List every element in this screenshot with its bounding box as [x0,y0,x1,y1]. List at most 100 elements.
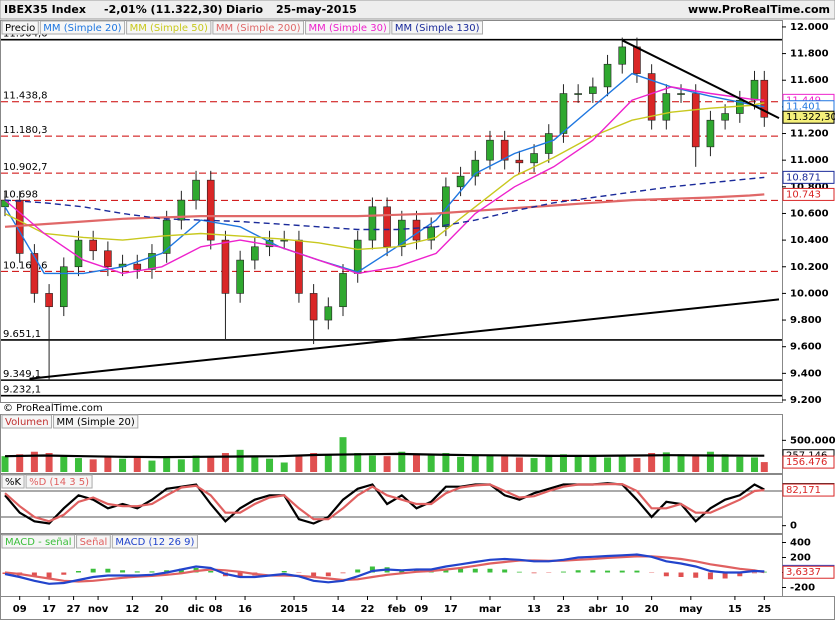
legend-box [1,474,25,489]
volume-bar [30,451,38,472]
y-tick-label: -200 [790,583,815,594]
candle-body [760,79,769,118]
y-tick-label: 10.400 [790,235,829,246]
volume-bar [177,459,185,472]
candle-body [133,263,142,270]
header-bar [0,0,835,20]
histogram-bar [311,572,317,577]
candle-body [750,79,759,101]
candle-body [706,119,715,148]
histogram-bar [369,566,375,573]
level-label: 9.651,1 [3,329,41,340]
candle-body [486,139,494,161]
value-tag-label: 82,171 [786,485,821,496]
volume-bar [295,455,303,472]
histogram-bar [575,570,581,573]
value-tag [782,565,835,579]
candle-body [662,93,671,121]
y-tick-label: 10.600 [790,208,829,219]
y-tick-label: 10.200 [790,262,829,273]
legend-box [212,20,305,35]
volume-bar [383,456,391,472]
legend-entry: MM (Simple 200) [216,23,301,34]
histogram-bar [531,572,537,574]
histogram-bar [31,572,37,577]
trendline [29,298,780,380]
legend-box [1,534,76,549]
y-tick-label: 9.400 [790,368,822,379]
x-tick-label: 10 [615,604,629,615]
candle-body [339,273,347,308]
volume-bar [1,456,9,472]
candle-body [618,46,627,65]
candle-body [104,250,112,268]
candle-body [383,206,391,248]
candle-body [89,239,97,252]
volume-bar [74,458,82,472]
volume-bar [648,453,656,472]
volume-bar [471,454,479,472]
value-tag-label: 11.401 [786,102,821,113]
y-tick-label: 11.200 [790,129,829,140]
site: www.ProRealTime.com [688,3,830,16]
volume-bar [104,456,112,472]
histogram-bar [325,572,331,577]
volume-bar [760,462,768,472]
histogram-bar [605,570,611,573]
x-tick-label: 27 [67,604,81,615]
candle-body [309,293,318,321]
volume-bar [442,453,450,472]
x-tick-label: 13 [527,604,541,615]
histogram-bar [516,571,522,573]
candle-body [251,246,259,261]
histogram-bar [443,569,449,573]
x-tick-label: 09 [13,604,27,615]
volume-bar [559,454,567,472]
volume-bar [589,456,597,472]
candle-body [647,73,656,121]
volume-bar [545,455,553,472]
legend-entry: Volumen [5,417,49,428]
indicator-line [4,193,765,228]
candle-body [74,239,83,268]
y-tick-label: 11.600 [790,75,829,86]
candle-body [221,239,230,294]
volume-bar [677,454,685,472]
candle-body [206,179,215,241]
histogram-bar [208,571,214,573]
value-tag-label: 3,6337 [786,567,821,578]
volume-bar [604,457,612,472]
legend-entry: MM (Simple 30) [309,23,387,34]
candle-body [691,93,700,148]
x-tick-label: abr [588,604,607,615]
volume-bar [60,455,68,472]
volume-bar [515,457,523,472]
panel-frame [0,20,783,403]
volume-bar [618,455,626,472]
panel-frame [0,474,783,534]
histogram-bar [590,570,596,573]
volume-bar [530,458,538,472]
value-tag-label: 10.743 [786,189,821,200]
legend-box [111,534,198,549]
value-tag [782,483,835,497]
volume-bar [221,453,229,472]
volume-bar [412,454,420,472]
value-tag [782,170,835,184]
candle-body [721,113,729,121]
x-tick-label: feb [388,604,406,615]
histogram-bar [149,571,155,573]
y-tick-label: 10.800 [790,182,829,193]
histogram-bar [634,570,640,573]
histogram-bar [502,569,508,573]
candle-body [544,133,553,154]
volume-bar [721,454,729,472]
value-tag-label: 11.322,30 [786,112,835,123]
x-tick-label: nov [88,604,109,615]
candle-body [427,226,435,241]
volume-bar [501,456,509,472]
indicator-line [4,86,765,275]
histogram-bar [134,571,140,573]
value-tag-label: 10.871 [786,172,821,183]
